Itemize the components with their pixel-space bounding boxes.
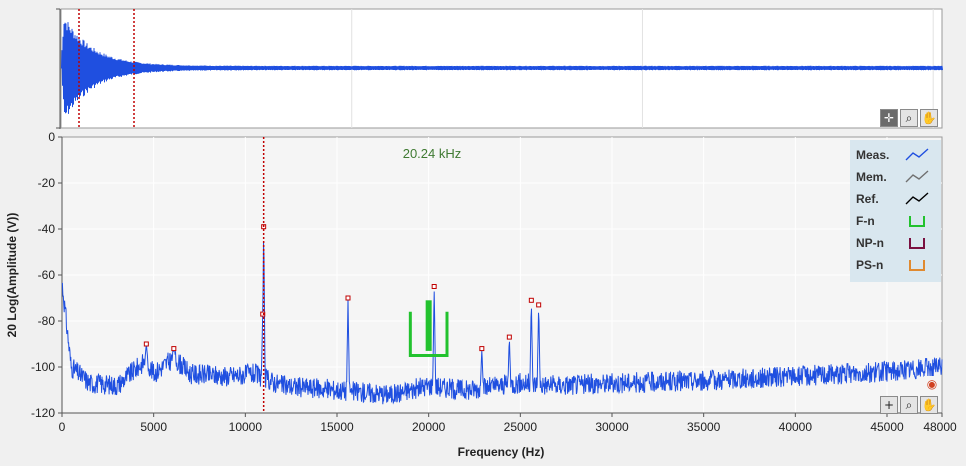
peak-marker[interactable]	[506, 334, 512, 340]
x-tick-label: 15000	[320, 420, 354, 434]
y-tick-label: -40	[38, 222, 56, 236]
export-icon[interactable]: ◉	[924, 376, 940, 392]
waveform-trace	[61, 22, 943, 114]
peak-markers	[143, 224, 542, 352]
f-n-marker	[408, 300, 449, 357]
zoom-tool[interactable]: ⌕	[900, 109, 918, 127]
zoom-icon: ⌕	[905, 111, 913, 125]
peak-marker[interactable]	[345, 295, 351, 301]
legend-label: NP-n	[856, 236, 884, 250]
legend-label: Mem.	[856, 170, 887, 184]
peak-marker[interactable]	[171, 346, 177, 352]
zoom-icon: ⌕	[905, 398, 913, 412]
x-tick-label: 48000	[923, 420, 957, 434]
legend-line-icon[interactable]	[904, 169, 932, 185]
x-tick-label: 25000	[504, 420, 538, 434]
peak-marker[interactable]	[260, 311, 266, 317]
spectrum-cursor-label: 20.24 kHz	[403, 146, 462, 161]
legend-line-icon[interactable]	[904, 147, 932, 163]
crosshair-icon: ✛	[883, 111, 895, 125]
spectrum-panel: 0 5000 10000 15000 20000 25000 30000 35000 40000…	[5, 130, 957, 459]
pan-tool[interactable]: ✋	[920, 109, 938, 127]
x-tick-label: 30000	[595, 420, 629, 434]
y-tick-label: -60	[38, 268, 56, 282]
legend-label: Meas.	[856, 148, 890, 162]
x-tick-label: 0	[59, 420, 66, 434]
legend-bracket-icon[interactable]	[904, 257, 932, 273]
peak-marker[interactable]	[479, 346, 485, 352]
peak-marker[interactable]	[143, 341, 149, 347]
waveform-line	[61, 22, 943, 114]
spectrum-axes: 0 5000 10000 15000 20000 25000 30000 35000 40000…	[31, 130, 957, 434]
peak-marker[interactable]	[528, 297, 534, 303]
y-axis-title: 20 Log(Amplitude (V))	[5, 213, 19, 338]
y-tick-label: -20	[38, 176, 56, 190]
legend-line-icon[interactable]	[904, 191, 932, 207]
x-tick-label: 35000	[687, 420, 721, 434]
spectrum-line	[61, 241, 943, 405]
legend-label: PS-n	[856, 258, 884, 272]
crosshair-icon: +	[883, 398, 895, 412]
peak-marker[interactable]	[536, 302, 542, 308]
x-tick-label: 10000	[229, 420, 263, 434]
y-tick-label: -120	[31, 406, 55, 420]
y-tick-label: -80	[38, 314, 56, 328]
legend-label: Ref.	[856, 192, 879, 206]
legend-bracket-icon[interactable]	[904, 213, 932, 229]
crosshair-tool[interactable]: +	[880, 396, 898, 414]
zoom-tool[interactable]: ⌕	[900, 396, 918, 414]
f-n-bracket	[408, 311, 449, 357]
x-tick-label: 20000	[412, 420, 446, 434]
peak-marker[interactable]	[431, 284, 437, 289]
legend-label: F-n	[856, 214, 875, 228]
legend-bracket-icon[interactable]	[904, 235, 932, 251]
x-tick-label: 45000	[870, 420, 904, 434]
spectrum-trace	[61, 241, 943, 405]
x-tick-label: 5000	[140, 420, 167, 434]
y-tick-label: 0	[48, 130, 55, 144]
legend: Meas. Mem. Ref. F-n NP-n PS-n	[850, 140, 941, 282]
x-axis-title: Frequency (Hz)	[458, 445, 545, 459]
crosshair-tool[interactable]: ✛	[880, 109, 898, 127]
y-tick-label: -100	[31, 360, 55, 374]
x-tick-label: 40000	[779, 420, 813, 434]
f-n-band	[425, 300, 432, 351]
hand-icon: ✋	[921, 111, 937, 125]
pan-tool[interactable]: ✋	[920, 396, 938, 414]
waveform-panel	[56, 8, 943, 129]
hand-icon: ✋	[921, 398, 937, 412]
